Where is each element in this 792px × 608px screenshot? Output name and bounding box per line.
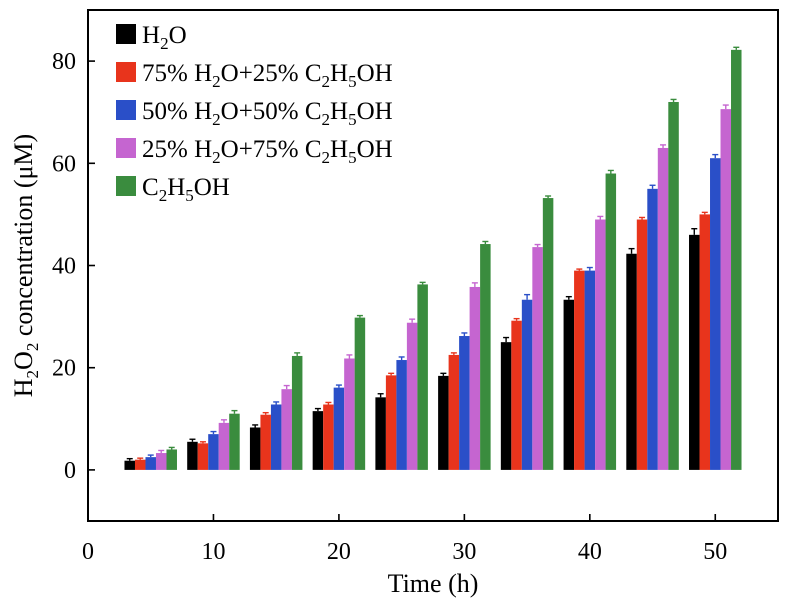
bars-layer xyxy=(124,49,742,470)
bar-s4-x30 xyxy=(469,286,481,470)
bar-s1-x50 xyxy=(689,234,700,470)
bar-s1-x10 xyxy=(187,441,198,470)
legend-label-5: C2H5OH xyxy=(142,174,230,205)
bar-s5-x40 xyxy=(605,173,617,470)
bar-s5-x10 xyxy=(229,413,240,470)
legend-label-4: 25% H2O+75% C2H5OH xyxy=(142,136,393,167)
legend-swatch-2 xyxy=(116,62,136,82)
bar-s5-x45 xyxy=(668,101,679,470)
y-tick-label-0: 0 xyxy=(64,458,76,484)
error-bars-layer xyxy=(126,46,740,461)
y-axis-title-o: O xyxy=(9,351,38,370)
bar-s4-x45 xyxy=(657,147,669,470)
bar-s4-x25 xyxy=(406,322,418,470)
bar-s2-x5 xyxy=(134,459,146,470)
bar-s5-x20 xyxy=(354,317,366,470)
bar-s2-x25 xyxy=(385,375,397,470)
x-tick-label-50: 50 xyxy=(703,539,727,565)
bar-s2-x50 xyxy=(699,214,711,470)
legend-swatch-5 xyxy=(116,176,136,196)
bar-s3-x20 xyxy=(333,387,345,470)
legend-label-2: 75% H2O+25% C2H5OH xyxy=(142,60,393,91)
x-tick-label-10: 10 xyxy=(201,539,225,565)
y-axis-title-h: H xyxy=(9,378,38,397)
y-axis-title-rest: concentration (μM) xyxy=(9,134,38,343)
bar-s4-x20 xyxy=(344,358,355,470)
bar-s5-x15 xyxy=(291,355,303,470)
bar-s5-x50 xyxy=(731,49,742,470)
x-axis-title: Time (h) xyxy=(388,569,479,598)
bar-s3-x30 xyxy=(459,336,470,470)
bar-s1-x45 xyxy=(626,253,637,470)
y-tick-label-60: 60 xyxy=(52,151,76,177)
x-tick-label-0: 0 xyxy=(82,539,94,565)
x-tick-label-30: 30 xyxy=(452,539,476,565)
legend-swatch-3 xyxy=(116,100,136,120)
ticks-layer: 0 10 20 30 40 50 0 20 40 60 80 xyxy=(52,49,727,565)
bar-s4-x50 xyxy=(720,109,732,470)
bar-s3-x45 xyxy=(647,188,658,470)
bar-s4-x15 xyxy=(281,389,292,470)
bar-s1-x15 xyxy=(249,427,261,470)
bar-s1-x20 xyxy=(312,411,324,470)
legend: H2O 75% H2O+25% C2H5OH 50% H2O+50% C2H5OH 2… xyxy=(116,22,393,205)
bar-s3-x50 xyxy=(710,158,721,470)
legend-swatch-1 xyxy=(116,24,136,44)
bar-s1-x30 xyxy=(438,375,449,470)
y-tick-label-40: 40 xyxy=(52,254,76,280)
bar-s2-x45 xyxy=(636,219,648,470)
bar-s3-x5 xyxy=(145,457,156,470)
y-axis-title-sub: 2 xyxy=(23,370,42,379)
bar-s2-x15 xyxy=(260,414,271,470)
bar-s3-x35 xyxy=(521,299,533,470)
bar-s2-x35 xyxy=(511,320,522,470)
legend-label-3: 50% H2O+50% C2H5OH xyxy=(142,98,393,129)
bar-s2-x20 xyxy=(323,404,334,470)
bar-s1-x40 xyxy=(563,299,575,470)
bar-s3-x40 xyxy=(584,270,596,470)
bar-s2-x40 xyxy=(574,270,585,470)
x-tick-label-40: 40 xyxy=(578,539,602,565)
bar-s4-x10 xyxy=(218,422,230,470)
y-tick-label-80: 80 xyxy=(52,49,76,75)
bar-s2-x30 xyxy=(448,354,460,470)
y-tick-label-20: 20 xyxy=(52,356,76,382)
x-tick-label-20: 20 xyxy=(327,539,351,565)
bar-s1-x25 xyxy=(375,397,386,470)
legend-label-1: H2O xyxy=(142,22,187,53)
bar-s4-x35 xyxy=(532,247,543,470)
bar-s3-x25 xyxy=(396,360,407,470)
bar-s3-x10 xyxy=(208,434,219,470)
bar-s4-x40 xyxy=(595,219,606,470)
bar-s2-x10 xyxy=(197,443,209,470)
legend-swatch-4 xyxy=(116,138,136,158)
bar-s5-x30 xyxy=(480,244,491,470)
bar-s1-x35 xyxy=(500,342,512,470)
bar-s5-x5 xyxy=(166,449,177,470)
y-axis-title: H2O2 concentration (μM) xyxy=(9,134,42,397)
bar-s5-x35 xyxy=(542,198,554,470)
bar-s1-x5 xyxy=(124,460,135,470)
bar-s4-x5 xyxy=(155,453,167,470)
bar-s3-x15 xyxy=(270,404,282,470)
y-axis-title-sub2: 2 xyxy=(23,343,42,352)
bar-s5-x25 xyxy=(417,284,428,470)
